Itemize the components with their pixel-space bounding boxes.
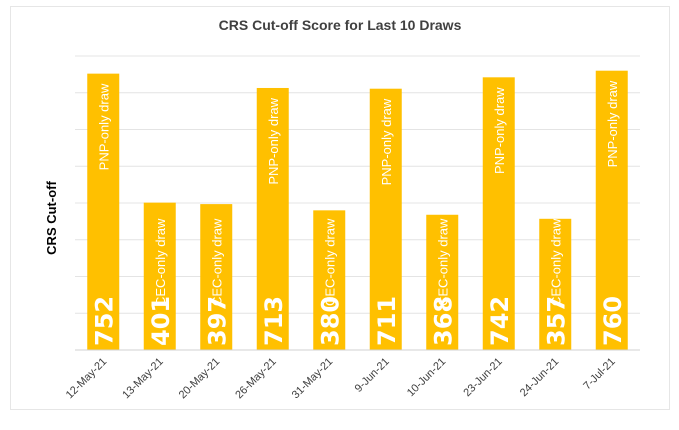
data-label: 752 xyxy=(90,296,118,346)
y-axis-label: CRS Cut-off xyxy=(44,181,59,255)
bar-note: PNP-only draw xyxy=(605,80,620,167)
bar-note: CEC-only draw xyxy=(153,218,168,306)
x-tick-label: 12-May-21 xyxy=(64,356,110,402)
bar-note: PNP-only draw xyxy=(266,97,281,184)
x-tick-label: 24-Jun-21 xyxy=(518,356,562,400)
bar-notes: PNP-only draw CEC-only draw CEC-only draw P… xyxy=(96,80,620,306)
bar-note: CEC-only draw xyxy=(322,218,337,306)
data-labels: 752 401 397 713 380 711 368 742 357 760 xyxy=(90,296,627,346)
bar-note: CEC-only draw xyxy=(435,218,450,306)
bar-note: CEC-only draw xyxy=(548,218,563,306)
bar xyxy=(87,73,120,350)
bars xyxy=(87,70,628,351)
bar-note: PNP-only draw xyxy=(379,98,394,185)
x-tick-label: 20-May-21 xyxy=(177,356,223,402)
data-label: 368 xyxy=(429,296,457,346)
bar xyxy=(426,214,459,350)
x-tick-label: 23-Jun-21 xyxy=(461,356,505,400)
chart-title: CRS Cut-off Score for Last 10 Draws xyxy=(219,17,462,33)
x-tick-label: 7-Jul-21 xyxy=(581,356,618,393)
bar-note: PNP-only draw xyxy=(492,87,507,174)
data-label: 380 xyxy=(316,296,344,346)
x-tick-label: 26-May-21 xyxy=(233,356,279,402)
data-label: 742 xyxy=(486,296,514,346)
bar-note: PNP-only draw xyxy=(96,83,111,170)
bar xyxy=(539,218,572,350)
data-label: 397 xyxy=(203,296,231,346)
data-label: 713 xyxy=(260,296,288,346)
x-tick-label: 10-Jun-21 xyxy=(405,356,449,400)
bar xyxy=(313,210,346,350)
bar xyxy=(200,204,233,350)
data-label: 357 xyxy=(542,296,570,346)
data-label: 711 xyxy=(373,296,401,346)
bar-note: CEC-only draw xyxy=(209,218,224,306)
x-tick-label: 31-May-21 xyxy=(290,356,336,402)
x-tick-label: 9-Jun-21 xyxy=(353,356,392,395)
bar xyxy=(143,202,176,350)
bar xyxy=(482,77,515,350)
bar xyxy=(369,88,402,351)
data-label: 401 xyxy=(147,296,175,346)
bar xyxy=(595,70,628,350)
data-label: 760 xyxy=(599,296,627,346)
x-axis-ticks: 12-May-21 13-May-21 20-May-21 26-May-21 31-M… xyxy=(64,356,618,402)
bar xyxy=(256,87,289,350)
x-tick-label: 13-May-21 xyxy=(120,356,166,402)
